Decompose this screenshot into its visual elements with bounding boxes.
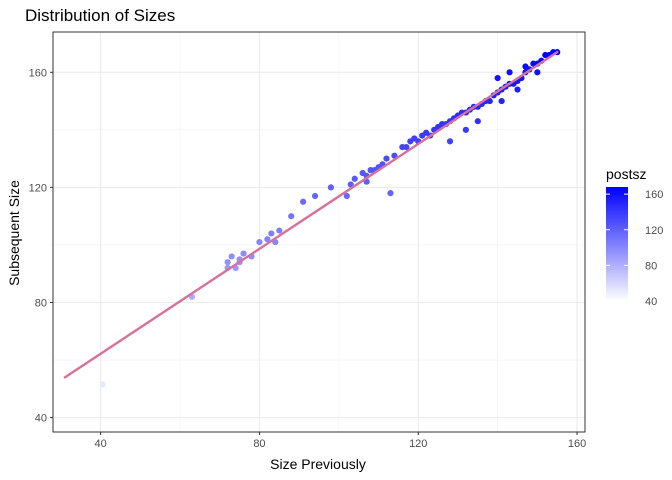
data-point — [256, 238, 263, 246]
data-point — [268, 230, 275, 237]
fit-line — [63, 50, 559, 379]
data-point — [311, 192, 319, 200]
legend-label: 40 — [645, 296, 657, 308]
x-tick-label: 160 — [568, 438, 586, 450]
data-point — [498, 97, 505, 105]
y-axis-title: Subsequent Size — [6, 180, 22, 286]
y-tick-label: 160 — [29, 67, 47, 79]
data-point — [446, 138, 454, 145]
legend-title: postsz — [606, 166, 646, 182]
legend-label: 80 — [645, 260, 657, 272]
data-point — [351, 175, 358, 182]
plot-panel: 40 80 120 160 40 80 120 160 — [29, 31, 586, 450]
data-point — [240, 250, 247, 257]
legend-label: 120 — [645, 225, 663, 237]
data-point — [343, 192, 350, 200]
data-point — [403, 144, 410, 151]
data-point — [534, 69, 541, 76]
data-point — [494, 74, 501, 82]
data-point — [288, 213, 295, 220]
data-point — [228, 253, 235, 260]
chart-title: Distribution of Sizes — [25, 6, 175, 25]
data-point — [264, 236, 271, 243]
colorbar — [606, 187, 628, 301]
data-point — [474, 118, 481, 125]
data-point — [522, 63, 529, 70]
x-tick-label: 40 — [95, 438, 107, 450]
data-point — [327, 184, 335, 191]
legend-label: 160 — [645, 189, 663, 201]
y-tick-label: 80 — [35, 298, 47, 310]
panel-border — [52, 31, 586, 433]
data-point — [383, 155, 390, 162]
data-point — [224, 259, 231, 266]
data-point — [387, 190, 394, 197]
y-tick-label: 120 — [29, 182, 47, 194]
x-axis-title: Size Previously — [270, 456, 366, 472]
data-point — [99, 381, 106, 388]
data-point — [462, 126, 469, 133]
data-point — [300, 198, 307, 205]
x-tick-label: 120 — [409, 438, 427, 450]
data-point — [514, 86, 521, 93]
color-legend: 160 120 80 40 — [606, 187, 663, 308]
data-point — [506, 69, 513, 76]
data-point — [276, 227, 283, 234]
y-tick-label: 40 — [35, 413, 47, 425]
x-tick-label: 80 — [253, 438, 265, 450]
panel-background — [53, 32, 585, 432]
data-point — [486, 97, 493, 105]
